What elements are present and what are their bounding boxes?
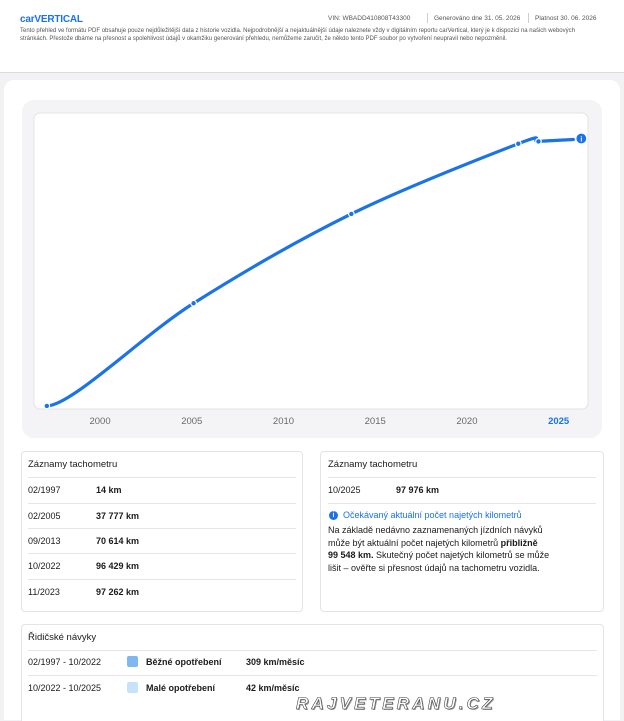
expected-km: 97 976 km [396,485,440,495]
divider [28,675,597,676]
record-date: 09/2013 [28,536,61,546]
data-point [347,210,355,218]
divider [28,503,296,504]
expected-date: 10/2025 [328,485,361,495]
odometer-records-title: Záznamy tachometru [28,459,118,470]
data-point [190,299,197,307]
divider [328,503,596,504]
record-km: 96 429 km [96,561,140,571]
x-axis-ticks: 2000 2005 2010 2015 2020 2025 [89,416,569,427]
info-icon-glyph: i [580,137,582,144]
expected-info-line: lišit – ověřte si přesnost údajů na tach… [328,562,540,573]
record-date: 02/2005 [28,511,61,521]
expected-info-line: může být aktuální počet najetých kilomet… [328,537,538,548]
x-tick-label: 2015 [365,416,386,427]
x-tick-label: 2020 [456,416,477,427]
data-points: i [43,132,588,410]
x-tick-label: 2025 [548,416,570,427]
habit-period: 10/2022 - 10/2025 [28,683,102,693]
expected-mileage-card: Záznamy tachometru 10/2025 97 976 km i O… [320,451,604,612]
divider [28,477,296,478]
odometer-chart: 2000 2005 2010 2015 2020 2025 i [33,112,589,427]
info-icon-circle [575,132,588,145]
divider [28,579,296,580]
divider [28,528,296,529]
divider [28,553,296,554]
watermark-text: RAJVETERANU.CZ [296,694,496,714]
vin-text: VIN: WBADD410808T43300 [328,15,411,22]
habit-rate: 309 km/měsíc [246,657,305,667]
record-km: 14 km [96,485,122,495]
habit-wear: Malé opotřebení [146,683,216,693]
x-tick-label: 2000 [89,416,110,427]
expected-info-title: Očekávaný aktuální počet najetých kilome… [343,510,522,520]
expected-info-line: 99 548 km. Skutečný počet najetých kilom… [328,550,550,560]
record-km: 70 614 km [96,536,140,546]
data-point [514,140,522,148]
disclaimer-text: Tento přehled ve formátu PDF obsahuje po… [20,28,575,42]
divider [328,477,596,478]
record-km: 37 777 km [96,511,140,521]
habit-rate: 42 km/měsíc [246,683,300,693]
record-date: 02/1997 [28,485,61,495]
driving-habits-card: Řidičské návyky 02/1997 - 10/2022 Běžné … [21,624,604,721]
info-icon[interactable]: i [575,132,588,145]
plot-area [33,112,589,410]
driving-habits-title: Řidičské návyky [28,632,97,643]
x-tick-label: 2005 [181,416,202,427]
odometer-chart-card: 2000 2005 2010 2015 2020 2025 i [22,100,602,438]
expected-title: Záznamy tachometru [328,459,418,470]
x-tick-label: 2010 [273,416,294,427]
odometer-records-card: Záznamy tachometru 02/1997 14 km 02/2005… [21,451,303,612]
report-header: carVERTICAL VIN: WBADD410808T43300 Gener… [0,0,624,73]
generated-date: Generováno dne 31. 05. 2026 [434,15,521,22]
habit-period: 02/1997 - 10/2022 [28,657,102,667]
low-wear-swatch [127,682,138,693]
header-divider [427,13,428,23]
expected-info-line: Na základě nedávno zaznamenaných jízdníc… [328,525,543,535]
record-km: 97 262 km [96,587,140,597]
record-date: 11/2023 [28,587,60,597]
data-point [535,138,542,145]
data-point [43,402,51,410]
carvertical-logo: carVERTICAL [20,14,83,25]
header-divider [528,13,529,23]
record-date: 10/2022 [28,561,61,571]
habit-wear: Běžné opotřebení [146,657,222,667]
info-icon: i [329,511,338,520]
divider [28,650,597,651]
normal-wear-swatch [127,656,138,667]
valid-date: Platnost 30. 06. 2026 [535,15,597,22]
